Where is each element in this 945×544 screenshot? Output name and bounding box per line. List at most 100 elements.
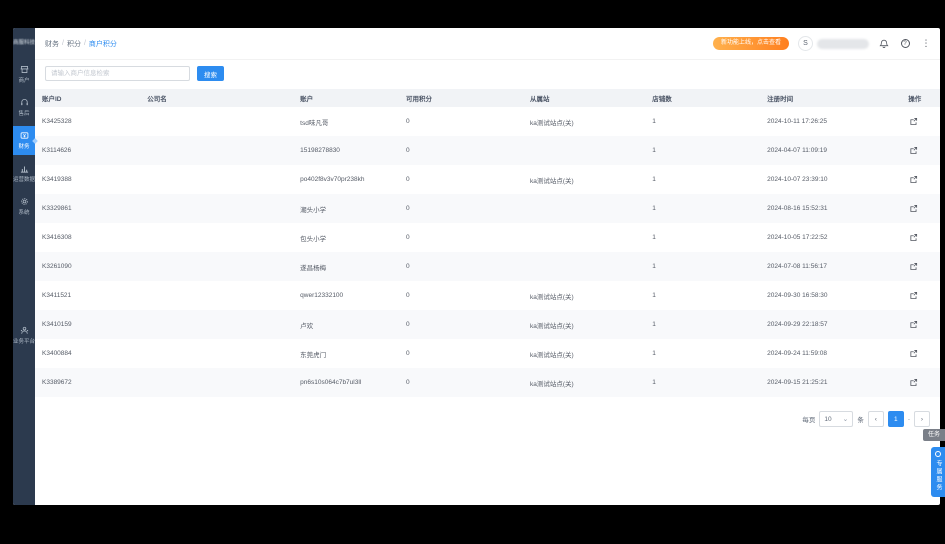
view-detail-icon[interactable] bbox=[908, 203, 919, 214]
cell-account: 包头小学 bbox=[300, 235, 327, 243]
cell-register-time: 2024-10-07 23:39:10 bbox=[767, 176, 828, 183]
sidebar-item-label: 售后 bbox=[18, 111, 30, 117]
view-detail-icon[interactable] bbox=[908, 377, 919, 388]
question-mark-icon: ? bbox=[900, 39, 910, 48]
table-row[interactable]: K3419388 po402f8v3v70pr238kh 0 ka测试站点(关)… bbox=[35, 165, 940, 194]
headset-icon bbox=[20, 98, 29, 107]
caret-down-icon: ⌄ bbox=[842, 415, 849, 423]
prev-page-button[interactable]: ‹ bbox=[867, 411, 884, 427]
cell-shop-count: 1 bbox=[652, 205, 656, 212]
finance-icon bbox=[20, 131, 29, 140]
view-detail-icon[interactable] bbox=[908, 174, 919, 185]
column-header: 可用积分 bbox=[406, 96, 433, 103]
next-page-button[interactable]: › bbox=[914, 411, 930, 427]
cell-register-time: 2024-09-24 11:59:08 bbox=[767, 350, 827, 357]
search-button[interactable]: 搜索 bbox=[197, 66, 224, 81]
user-menu[interactable]: S bbox=[798, 36, 869, 51]
column-header: 从属站 bbox=[530, 96, 550, 103]
cell-available-points: 0 bbox=[406, 292, 410, 299]
cell-operation bbox=[908, 290, 940, 302]
more-options-icon[interactable]: ⋮ bbox=[921, 38, 931, 48]
table-row[interactable]: K3411521 qwer12332100 0 ka测试站点(关) 1 2024… bbox=[35, 281, 940, 310]
per-page-label: 每页 bbox=[802, 417, 816, 424]
cell-shop-count: 1 bbox=[652, 350, 656, 357]
breadcrumb-finance[interactable]: 财务 bbox=[45, 40, 59, 48]
cell-operation bbox=[908, 203, 940, 215]
table-row[interactable]: K3416308 包头小学 0 1 2024-10-05 17:22:52 bbox=[35, 223, 940, 252]
table-row[interactable]: K3389672 pn6s10s064c7b7ul3ll 0 ka测试站点(关)… bbox=[35, 368, 940, 397]
cell-operation bbox=[908, 348, 940, 360]
gear-icon bbox=[20, 197, 29, 206]
storefront-icon bbox=[20, 65, 29, 74]
task-tag[interactable]: 任务 bbox=[922, 429, 945, 441]
sidebar-item-aftersales[interactable]: 售后 bbox=[13, 93, 35, 122]
sidebar-item-business-platform[interactable]: 业务平台 bbox=[13, 321, 35, 350]
cell-register-time: 2024-04-07 11:09:19 bbox=[767, 147, 827, 154]
main-area: 财务 / 积分 / 商户积分 新功能上线，点击查看 S bbox=[35, 28, 940, 505]
cell-operation bbox=[908, 116, 940, 128]
cell-account-id: K3400884 bbox=[42, 350, 72, 357]
cell-account-id: K3261090 bbox=[42, 263, 72, 270]
table-row[interactable]: K3261090 遂昌杨梅 0 1 2024-07-08 11:56:17 bbox=[35, 252, 940, 281]
cell-available-points: 0 bbox=[406, 379, 410, 386]
breadcrumb-points[interactable]: 积分 bbox=[66, 40, 81, 48]
cell-account-id: K3329861 bbox=[42, 205, 72, 212]
page-1-button[interactable]: 1 bbox=[887, 411, 904, 427]
sidebar-item-finance[interactable]: 财务 bbox=[13, 126, 35, 155]
sidebar-item-label: 财务 bbox=[18, 144, 30, 150]
sidebar-item-merchant[interactable]: 商户 bbox=[13, 60, 35, 89]
cell-account-id: K3410159 bbox=[42, 321, 72, 328]
cell-operation bbox=[908, 377, 940, 389]
cell-register-time: 2024-09-30 16:58:30 bbox=[767, 292, 828, 299]
service-icon bbox=[935, 451, 941, 457]
table-row[interactable]: K3400884 东莞虎门 0 ka测试站点(关) 1 2024-09-24 1… bbox=[35, 339, 940, 368]
cell-available-points: 0 bbox=[406, 147, 410, 154]
notification-icon[interactable] bbox=[878, 38, 890, 50]
promo-badge[interactable]: 新功能上线，点击查看 bbox=[712, 37, 789, 50]
logo-text: 商服科技 bbox=[13, 40, 36, 46]
cell-operation bbox=[908, 232, 940, 244]
top-header: 财务 / 积分 / 商户积分 新功能上线，点击查看 S bbox=[35, 28, 940, 60]
help-icon[interactable]: ? bbox=[899, 38, 911, 50]
column-header: 操作 bbox=[908, 96, 922, 103]
table-row[interactable]: K3329861 潮头小学 0 1 2024-08-16 15:52:31 bbox=[35, 194, 940, 223]
sidebar-item-system[interactable]: 系统 bbox=[13, 192, 35, 221]
bar-chart-icon bbox=[20, 164, 29, 173]
cell-parent-site: ka测试站点(关) bbox=[530, 177, 574, 185]
header-right: 新功能上线，点击查看 S ? ⋮ bbox=[712, 36, 932, 51]
per-page-select[interactable]: 10 ⌄ bbox=[819, 411, 854, 427]
table-row[interactable]: K3410159 卢欢 0 ka测试站点(关) 1 2024-09-29 22:… bbox=[35, 310, 940, 339]
search-input[interactable] bbox=[45, 66, 190, 81]
cell-account: 东莞虎门 bbox=[300, 351, 327, 359]
view-detail-icon[interactable] bbox=[908, 145, 919, 156]
table-body: K3425328 tsd味凡哥 0 ka测试站点(关) 1 2024-10-11… bbox=[35, 107, 940, 397]
breadcrumb-separator: / bbox=[83, 40, 86, 47]
column-header: 账户ID bbox=[42, 96, 62, 103]
cell-register-time: 2024-10-05 17:22:52 bbox=[767, 234, 828, 241]
cell-account: 卢欢 bbox=[300, 322, 314, 330]
cell-shop-count: 1 bbox=[652, 234, 656, 241]
cell-available-points: 0 bbox=[406, 205, 410, 212]
cell-shop-count: 1 bbox=[652, 292, 656, 299]
chevron-left-icon: ‹ bbox=[874, 415, 877, 423]
cell-account-id: K3416308 bbox=[42, 234, 72, 241]
sidebar-item-operations-data[interactable]: 运营数据 bbox=[13, 159, 35, 188]
service-tab[interactable]: 专属服务 bbox=[931, 447, 945, 497]
cell-operation bbox=[908, 145, 940, 157]
view-detail-icon[interactable] bbox=[908, 290, 919, 301]
cell-parent-site: ka测试站点(关) bbox=[530, 119, 574, 127]
username-redacted bbox=[817, 38, 869, 49]
cell-account: 潮头小学 bbox=[300, 206, 327, 214]
cell-account: qwer12332100 bbox=[300, 292, 344, 299]
cell-shop-count: 1 bbox=[652, 176, 656, 183]
cell-parent-site: ka测试站点(关) bbox=[530, 293, 574, 301]
breadcrumb-separator: / bbox=[62, 40, 64, 47]
table-row[interactable]: K3114626 15198278830 0 1 2024-04-07 11:0… bbox=[35, 136, 940, 165]
view-detail-icon[interactable] bbox=[908, 116, 919, 127]
view-detail-icon[interactable] bbox=[908, 319, 919, 330]
view-detail-icon[interactable] bbox=[908, 348, 919, 359]
view-detail-icon[interactable] bbox=[908, 261, 919, 272]
table-row[interactable]: K3425328 tsd味凡哥 0 ka测试站点(关) 1 2024-10-11… bbox=[35, 107, 940, 136]
view-detail-icon[interactable] bbox=[908, 232, 919, 243]
